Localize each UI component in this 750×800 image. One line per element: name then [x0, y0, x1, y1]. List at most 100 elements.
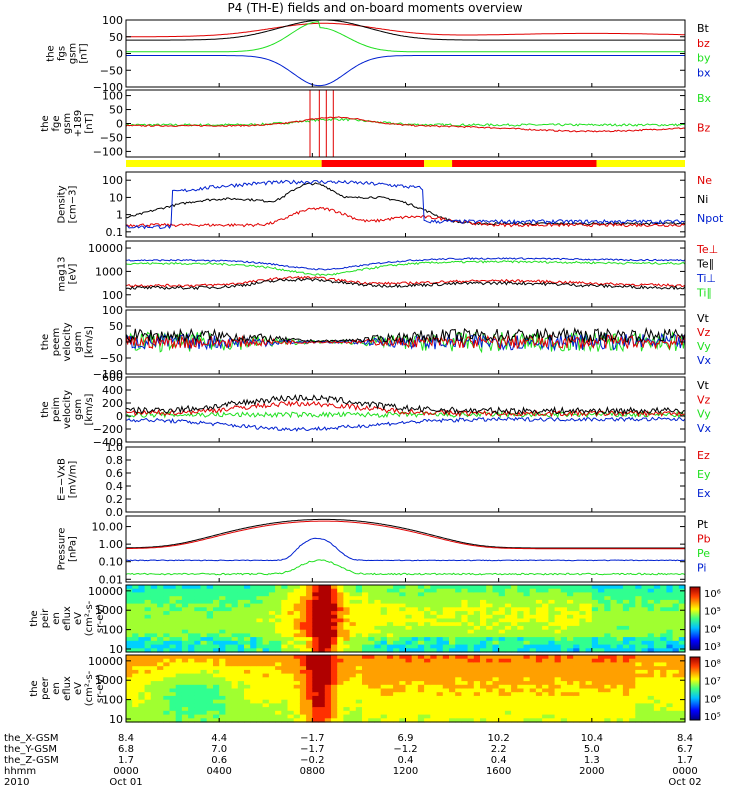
spectrogram-pixel: [175, 637, 183, 642]
spectrogram-pixel: [200, 662, 208, 667]
spectrogram-pixel: [144, 714, 152, 719]
spectrogram-pixel: [256, 599, 264, 605]
spectrogram-pixel: [213, 625, 220, 631]
spectrogram-pixel: [672, 714, 680, 719]
spectrogram-pixel: [560, 629, 568, 634]
x-tick-label: 1600: [486, 766, 511, 777]
spectrogram-pixel: [511, 714, 518, 719]
spectrogram-pixel: [386, 614, 394, 620]
spectrogram-pixel: [188, 648, 195, 653]
spectrogram-pixel: [331, 707, 338, 712]
spectrogram-pixel: [647, 614, 655, 620]
spectrogram-pixel: [132, 603, 139, 608]
spectrogram-pixel: [318, 596, 326, 601]
spectrogram-pixel: [126, 699, 133, 704]
spectrogram-pixel: [678, 592, 686, 597]
spectrogram-pixel: [523, 622, 531, 627]
spectrogram-pixel: [641, 692, 649, 697]
spectrogram-pixel: [150, 633, 158, 638]
spectrogram-pixel: [535, 629, 543, 634]
spectrogram-pixel: [647, 585, 655, 590]
spectrogram-pixel: [567, 618, 574, 623]
spectrogram-pixel: [157, 703, 164, 708]
spectrogram-pixel: [535, 618, 543, 623]
spectrogram-pixel: [349, 648, 357, 653]
spectrogram-pixel: [324, 714, 332, 719]
spectrogram-pixel: [181, 673, 189, 678]
spectrogram-pixel: [368, 669, 375, 675]
spectrogram-pixel: [653, 629, 661, 634]
spectrogram-pixel: [200, 718, 208, 723]
spectrogram-pixel: [560, 710, 568, 716]
spectrogram-pixel: [666, 673, 674, 678]
spectrogram-pixel: [455, 640, 462, 646]
efield-ytick-label: 0.8: [106, 454, 124, 467]
spectrogram-pixel: [380, 714, 388, 719]
spectrogram-pixel: [150, 669, 158, 675]
ion_spec-ylabel: sr-eV): [95, 604, 106, 633]
spectrogram-pixel: [200, 629, 208, 634]
spectrogram-pixel: [579, 684, 587, 690]
spectrogram-pixel: [635, 692, 643, 697]
spectrogram-pixel: [641, 592, 649, 597]
spectrogram-pixel: [256, 637, 264, 642]
spectrogram-pixel: [579, 699, 587, 704]
spectrogram-pixel: [523, 666, 531, 671]
spectrogram-pixel: [144, 625, 152, 631]
spectrogram-pixel: [150, 629, 158, 634]
spectrogram-pixel: [231, 673, 239, 678]
spectrogram-pixel: [567, 677, 574, 682]
spectrogram-pixel: [486, 655, 493, 660]
spectrogram-pixel: [622, 622, 630, 627]
spectrogram-pixel: [604, 707, 612, 712]
spectrogram-pixel: [560, 596, 568, 601]
spectrogram-pixel: [244, 718, 251, 723]
spectrogram-pixel: [237, 622, 245, 627]
spectrogram-pixel: [157, 684, 164, 690]
spectrogram-pixel: [244, 658, 251, 663]
spectrogram-pixel: [256, 585, 264, 590]
spectrogram-pixel: [430, 714, 438, 719]
ele_spec-colorbar-label: 10⁶: [704, 694, 721, 705]
efield-legend-2: Ex: [697, 487, 711, 500]
spectrogram-pixel: [567, 629, 574, 634]
spectrogram-pixel: [393, 655, 400, 660]
spectrogram-pixel: [138, 611, 146, 616]
spectrogram-pixel: [312, 658, 320, 663]
vel-i-vz-line: [125, 400, 686, 418]
spectrogram-pixel: [542, 599, 549, 605]
spectrogram-pixel: [424, 710, 431, 716]
spectrogram-pixel: [393, 707, 400, 712]
spectrogram-pixel: [299, 695, 307, 701]
spectrogram-pixel: [126, 684, 133, 690]
spectrogram-pixel: [225, 607, 233, 612]
spectrogram-pixel: [622, 607, 630, 612]
spectrogram-pixel: [480, 699, 487, 704]
spectrogram-pixel: [560, 622, 568, 627]
spectrogram-pixel: [231, 710, 239, 716]
spectrogram-pixel: [622, 692, 630, 697]
spectrogram-pixel: [424, 673, 431, 678]
spectrogram-pixel: [467, 625, 475, 631]
spectrogram-pixel: [399, 666, 407, 671]
spectrogram-pixel: [461, 607, 469, 612]
spectrogram-pixel: [622, 633, 630, 638]
spectrogram-pixel: [610, 622, 618, 627]
ion_spec-colorbar-label: 10⁵: [704, 607, 721, 618]
spectrogram-pixel: [610, 677, 618, 682]
spectrogram-pixel: [480, 596, 487, 601]
spectrogram-pixel: [299, 688, 307, 693]
spectrogram-pixel: [163, 611, 171, 616]
spectrogram-pixel: [498, 599, 506, 605]
spectrogram-pixel: [678, 699, 686, 704]
spectrogram-pixel: [213, 669, 220, 675]
spectrogram-pixel: [244, 596, 251, 601]
ion_spec-colorbar: [689, 586, 701, 651]
fgs-legend-2: by: [697, 52, 711, 65]
ephemeris-row-label: the_Y-GSM: [4, 744, 57, 755]
spectrogram-pixel: [467, 707, 475, 712]
spectrogram-pixel: [200, 707, 208, 712]
spectrogram-pixel: [275, 603, 282, 608]
spectrogram-pixel: [430, 703, 438, 708]
spectrogram-pixel: [331, 596, 338, 601]
